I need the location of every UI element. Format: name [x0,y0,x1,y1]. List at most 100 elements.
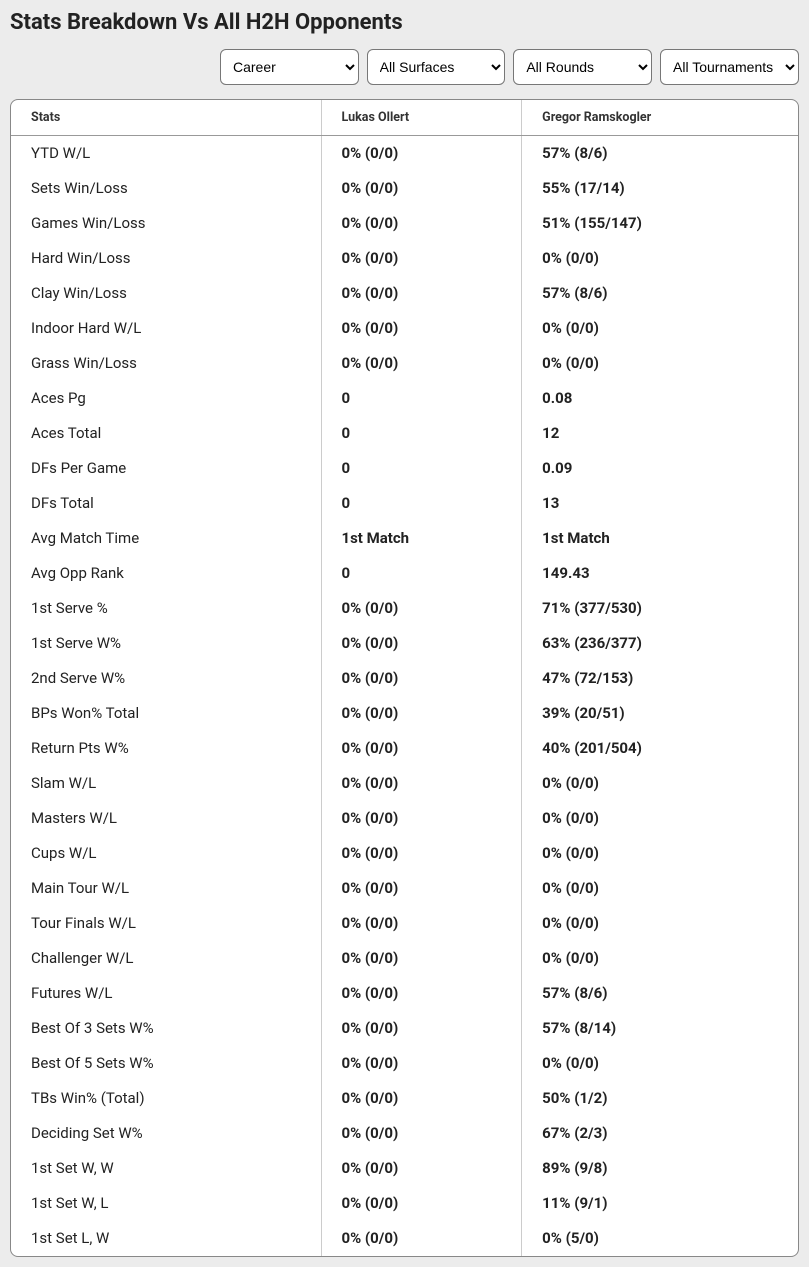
stat-value-p2: 0% (5/0) [522,1221,798,1256]
table-row: Cups W/L0% (0/0)0% (0/0) [11,836,798,871]
stat-value-p1: 0% (0/0) [321,136,522,171]
table-row: 1st Set W, L0% (0/0)11% (9/1) [11,1186,798,1221]
table-row: Slam W/L0% (0/0)0% (0/0) [11,766,798,801]
stat-label: Return Pts W% [11,731,321,766]
stat-label: Hard Win/Loss [11,241,321,276]
table-row: 1st Serve %0% (0/0)71% (377/530) [11,591,798,626]
stat-value-p2: 13 [522,486,798,521]
stat-value-p1: 0% (0/0) [321,346,522,381]
table-row: Best Of 5 Sets W%0% (0/0)0% (0/0) [11,1046,798,1081]
table-row: 1st Serve W%0% (0/0)63% (236/377) [11,626,798,661]
stat-value-p1: 0% (0/0) [321,906,522,941]
stat-value-p1: 0% (0/0) [321,626,522,661]
stat-value-p2: 57% (8/6) [522,976,798,1011]
col-player1: Lukas Ollert [321,100,522,136]
stat-label: 2nd Serve W% [11,661,321,696]
stat-label: Avg Match Time [11,521,321,556]
table-row: 1st Set W, W0% (0/0)89% (9/8) [11,1151,798,1186]
stat-value-p1: 0% (0/0) [321,836,522,871]
stat-value-p1: 0% (0/0) [321,1116,522,1151]
table-row: Aces Pg00.08 [11,381,798,416]
table-row: 1st Set L, W0% (0/0)0% (5/0) [11,1221,798,1256]
table-row: Avg Match Time1st Match1st Match [11,521,798,556]
stat-value-p2: 67% (2/3) [522,1116,798,1151]
stat-value-p2: 47% (72/153) [522,661,798,696]
table-row: Indoor Hard W/L0% (0/0)0% (0/0) [11,311,798,346]
stat-value-p2: 57% (8/14) [522,1011,798,1046]
stat-label: 1st Set W, W [11,1151,321,1186]
table-row: TBs Win% (Total)0% (0/0)50% (1/2) [11,1081,798,1116]
stat-value-p1: 0 [321,451,522,486]
stat-value-p2: 55% (17/14) [522,171,798,206]
stat-value-p1: 0 [321,381,522,416]
table-row: Clay Win/Loss0% (0/0)57% (8/6) [11,276,798,311]
stat-value-p2: 57% (8/6) [522,136,798,171]
stat-value-p1: 0% (0/0) [321,1221,522,1256]
page-title: Stats Breakdown Vs All H2H Opponents [10,10,799,35]
surfaces-select[interactable]: All Surfaces [367,49,506,85]
table-row: Hard Win/Loss0% (0/0)0% (0/0) [11,241,798,276]
table-row: Games Win/Loss0% (0/0)51% (155/147) [11,206,798,241]
stats-table-wrap: Stats Lukas Ollert Gregor Ramskogler YTD… [10,99,799,1257]
stat-value-p2: 0% (0/0) [522,346,798,381]
stat-value-p2: 0% (0/0) [522,906,798,941]
stat-value-p1: 0% (0/0) [321,696,522,731]
stat-value-p1: 0% (0/0) [321,941,522,976]
filters-bar: Career All Surfaces All Rounds All Tourn… [10,49,799,85]
stat-label: Deciding Set W% [11,1116,321,1151]
stat-value-p1: 0% (0/0) [321,241,522,276]
stat-label: Main Tour W/L [11,871,321,906]
stat-label: TBs Win% (Total) [11,1081,321,1116]
stat-label: Grass Win/Loss [11,346,321,381]
stat-value-p2: 0% (0/0) [522,241,798,276]
stat-value-p1: 0% (0/0) [321,1011,522,1046]
stat-value-p2: 89% (9/8) [522,1151,798,1186]
stat-value-p2: 0% (0/0) [522,766,798,801]
stat-value-p1: 0% (0/0) [321,871,522,906]
stat-value-p1: 0% (0/0) [321,1151,522,1186]
stat-label: Aces Total [11,416,321,451]
stat-value-p2: 39% (20/51) [522,696,798,731]
stat-value-p2: 0% (0/0) [522,836,798,871]
stats-table: Stats Lukas Ollert Gregor Ramskogler YTD… [11,100,798,1256]
table-row: 2nd Serve W%0% (0/0)47% (72/153) [11,661,798,696]
stat-label: DFs Per Game [11,451,321,486]
stat-label: 1st Set W, L [11,1186,321,1221]
table-row: DFs Total013 [11,486,798,521]
career-select[interactable]: Career [220,49,359,85]
stat-value-p2: 40% (201/504) [522,731,798,766]
table-row: Sets Win/Loss0% (0/0)55% (17/14) [11,171,798,206]
table-row: Challenger W/L0% (0/0)0% (0/0) [11,941,798,976]
stat-value-p1: 0% (0/0) [321,311,522,346]
stat-value-p2: 0% (0/0) [522,941,798,976]
stat-value-p2: 0.08 [522,381,798,416]
stat-value-p1: 0 [321,556,522,591]
stat-value-p1: 0% (0/0) [321,171,522,206]
stat-value-p1: 0% (0/0) [321,976,522,1011]
table-row: Best Of 3 Sets W%0% (0/0)57% (8/14) [11,1011,798,1046]
stat-label: 1st Set L, W [11,1221,321,1256]
stat-value-p1: 1st Match [321,521,522,556]
stat-label: Best Of 3 Sets W% [11,1011,321,1046]
stat-label: Sets Win/Loss [11,171,321,206]
stat-value-p1: 0 [321,486,522,521]
stat-value-p2: 0% (0/0) [522,871,798,906]
stat-value-p1: 0% (0/0) [321,766,522,801]
tournaments-select[interactable]: All Tournaments [660,49,799,85]
stat-label: Cups W/L [11,836,321,871]
stat-value-p1: 0% (0/0) [321,1046,522,1081]
stat-label: Futures W/L [11,976,321,1011]
stat-label: DFs Total [11,486,321,521]
stat-value-p2: 149.43 [522,556,798,591]
col-stats: Stats [11,100,321,136]
stat-value-p2: 0% (0/0) [522,1046,798,1081]
stat-label: 1st Serve % [11,591,321,626]
stat-value-p2: 0% (0/0) [522,801,798,836]
stat-label: YTD W/L [11,136,321,171]
table-row: DFs Per Game00.09 [11,451,798,486]
stat-label: Indoor Hard W/L [11,311,321,346]
stat-value-p1: 0 [321,416,522,451]
stat-value-p2: 51% (155/147) [522,206,798,241]
rounds-select[interactable]: All Rounds [513,49,652,85]
col-player2: Gregor Ramskogler [522,100,798,136]
